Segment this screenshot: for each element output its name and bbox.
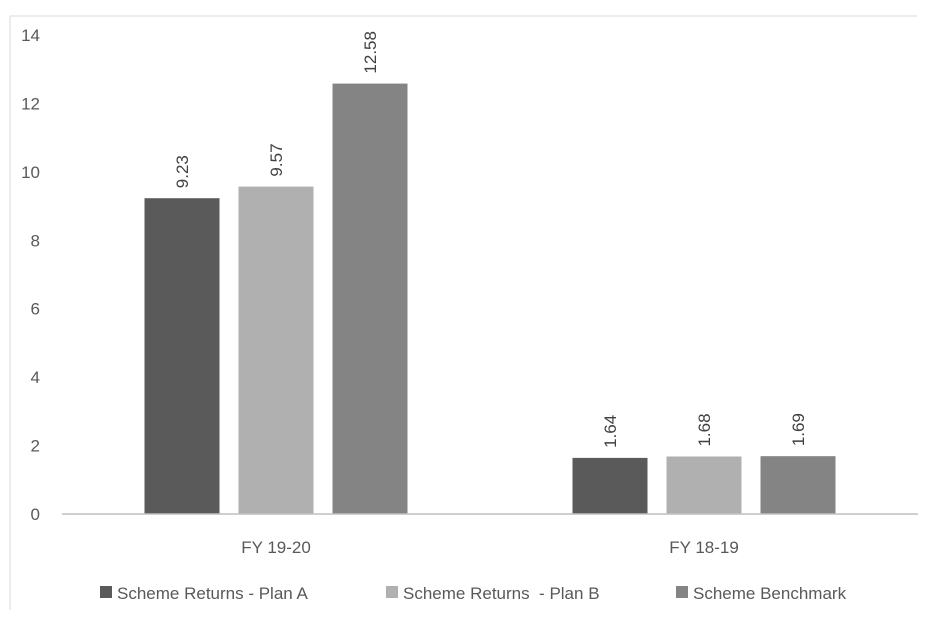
y-tick-label: 6 xyxy=(31,300,40,319)
data-label: 1.64 xyxy=(601,415,620,448)
bars xyxy=(144,83,836,515)
x-axis-category-labels: FY 19-20 FY 18-19 xyxy=(241,538,739,557)
y-tick-label: 0 xyxy=(31,505,40,524)
bar xyxy=(572,457,648,514)
x-category-label: FY 18-19 xyxy=(669,538,739,557)
data-label: 1.68 xyxy=(695,413,714,446)
y-tick-label: 8 xyxy=(31,231,40,250)
bar xyxy=(666,456,742,514)
bar xyxy=(144,198,220,514)
y-tick-label: 14 xyxy=(21,26,40,45)
legend-swatch xyxy=(676,586,688,598)
y-axis-ticks: 0 2 4 6 8 10 12 14 xyxy=(21,26,40,524)
x-category-label: FY 19-20 xyxy=(241,538,311,557)
legend-label: Scheme Returns - Plan A xyxy=(117,584,309,603)
y-tick-label: 10 xyxy=(21,163,40,182)
data-label: 1.69 xyxy=(789,413,808,446)
legend-swatch xyxy=(100,586,112,598)
legend-swatch xyxy=(386,586,398,598)
data-labels: 9.23 9.57 12.58 1.64 1.68 1.69 xyxy=(173,31,808,448)
legend-label: Scheme Returns - Plan B xyxy=(403,584,600,603)
y-tick-label: 2 xyxy=(31,437,40,456)
data-label: 12.58 xyxy=(361,31,380,74)
data-label: 9.23 xyxy=(173,155,192,188)
y-tick-label: 12 xyxy=(21,94,40,113)
legend-label: Scheme Benchmark xyxy=(693,584,847,603)
y-tick-label: 4 xyxy=(31,368,40,387)
bar xyxy=(238,186,314,515)
data-label: 9.57 xyxy=(267,143,286,176)
legend: Scheme Returns - Plan A Scheme Returns - … xyxy=(100,584,847,603)
bar xyxy=(760,456,836,514)
bar xyxy=(332,83,408,514)
